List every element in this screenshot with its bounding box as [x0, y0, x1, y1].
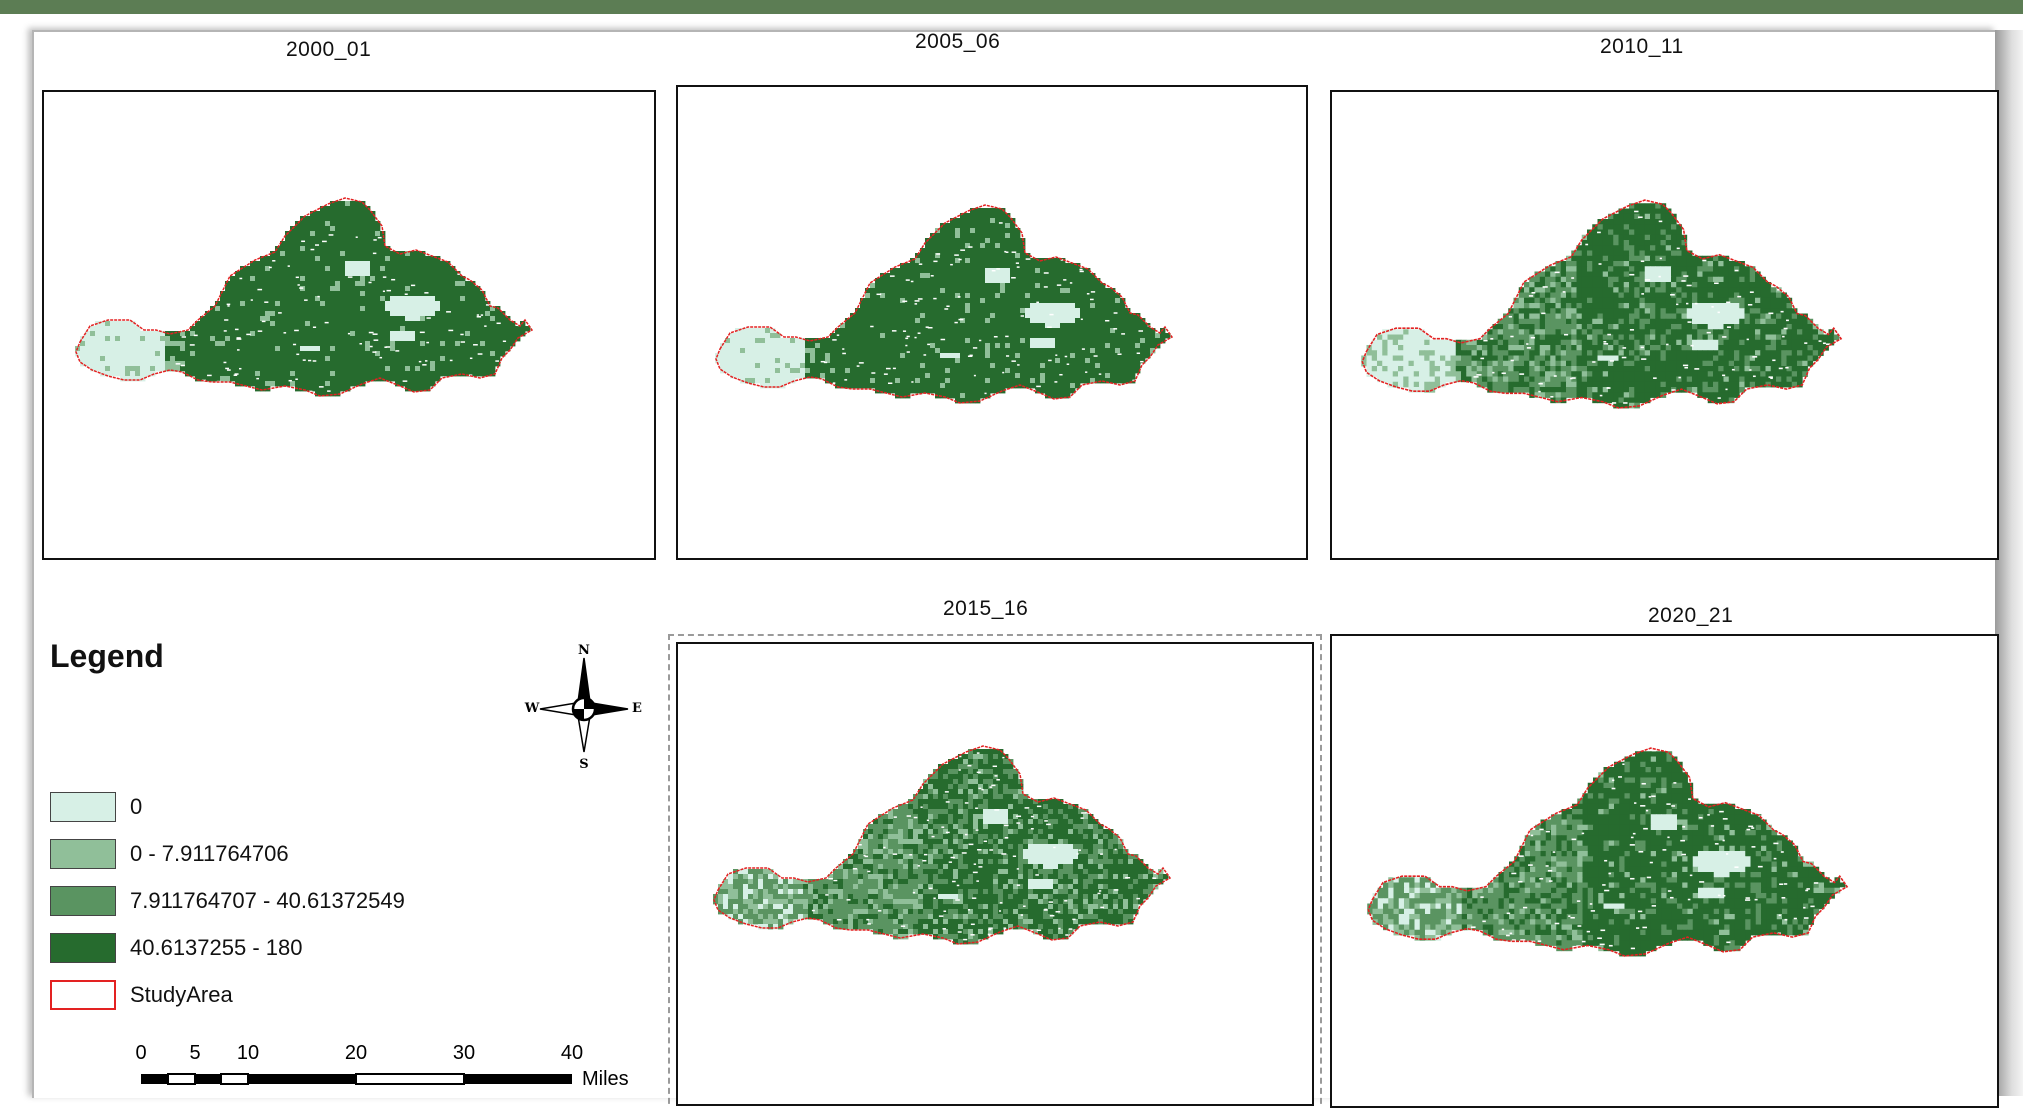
panel-title-2015: 2015_16: [943, 597, 1028, 621]
legend-swatch-3: [50, 933, 116, 963]
panel-title-2005: 2005_06: [915, 30, 1000, 54]
scale-segments: [141, 1074, 572, 1084]
legend-label-1: 0 - 7.911764706: [130, 841, 289, 867]
map-2015: [678, 644, 1312, 1104]
scale-tick-0: 0: [135, 1042, 146, 1064]
basin-raster: [75, 198, 532, 396]
panel-title-2010: 2010_11: [1600, 35, 1684, 59]
basin-raster: [715, 205, 1172, 403]
scale-tick-40: 40: [561, 1042, 583, 1064]
legend-swatch-1: [50, 839, 116, 869]
legend-swatch-2: [50, 886, 116, 916]
map-2000: [44, 92, 654, 558]
basin-raster: [1361, 200, 1841, 408]
panel-title-2020: 2020_21: [1648, 604, 1733, 628]
page-shadow: [1995, 30, 2023, 1096]
south-label: S: [579, 757, 588, 770]
basin-raster: [1367, 748, 1847, 956]
legend-label-0: 0: [130, 794, 142, 820]
map-2020: [1332, 636, 1997, 1106]
scale-unit-label: Miles: [582, 1068, 629, 1090]
north-label: N: [578, 643, 590, 658]
north-arrow-icon: N S W E: [524, 640, 644, 770]
scale-tick-30: 30: [453, 1042, 475, 1064]
scale-tick-5: 5: [189, 1042, 200, 1064]
scale-tick-10: 10: [237, 1042, 259, 1064]
legend-label-3: 40.6137255 - 180: [130, 935, 303, 961]
scale-bar: 0 5 10 20 30 40 Miles: [134, 1040, 654, 1096]
map-frame-2015[interactable]: [676, 642, 1314, 1106]
map-frame-2020[interactable]: [1330, 634, 1999, 1108]
map-2005: [678, 87, 1306, 558]
legend-title: Legend: [50, 638, 164, 675]
map-frame-2005[interactable]: [676, 85, 1308, 560]
legend-label-study-area: StudyArea: [130, 982, 233, 1008]
map-frame-2010[interactable]: [1330, 90, 1999, 560]
legend-label-2: 7.911764707 - 40.61372549: [130, 888, 405, 914]
legend-swatch-study-area: [50, 980, 116, 1010]
map-frame-2000[interactable]: [42, 90, 656, 560]
panel-title-2000: 2000_01: [286, 38, 371, 62]
west-label: W: [524, 701, 540, 716]
scale-tick-20: 20: [345, 1042, 367, 1064]
window-top-band: [0, 0, 2023, 14]
basin-raster: [713, 746, 1170, 944]
east-label: E: [632, 701, 642, 716]
legend-swatch-0: [50, 792, 116, 822]
map-2010: [1332, 92, 1997, 558]
